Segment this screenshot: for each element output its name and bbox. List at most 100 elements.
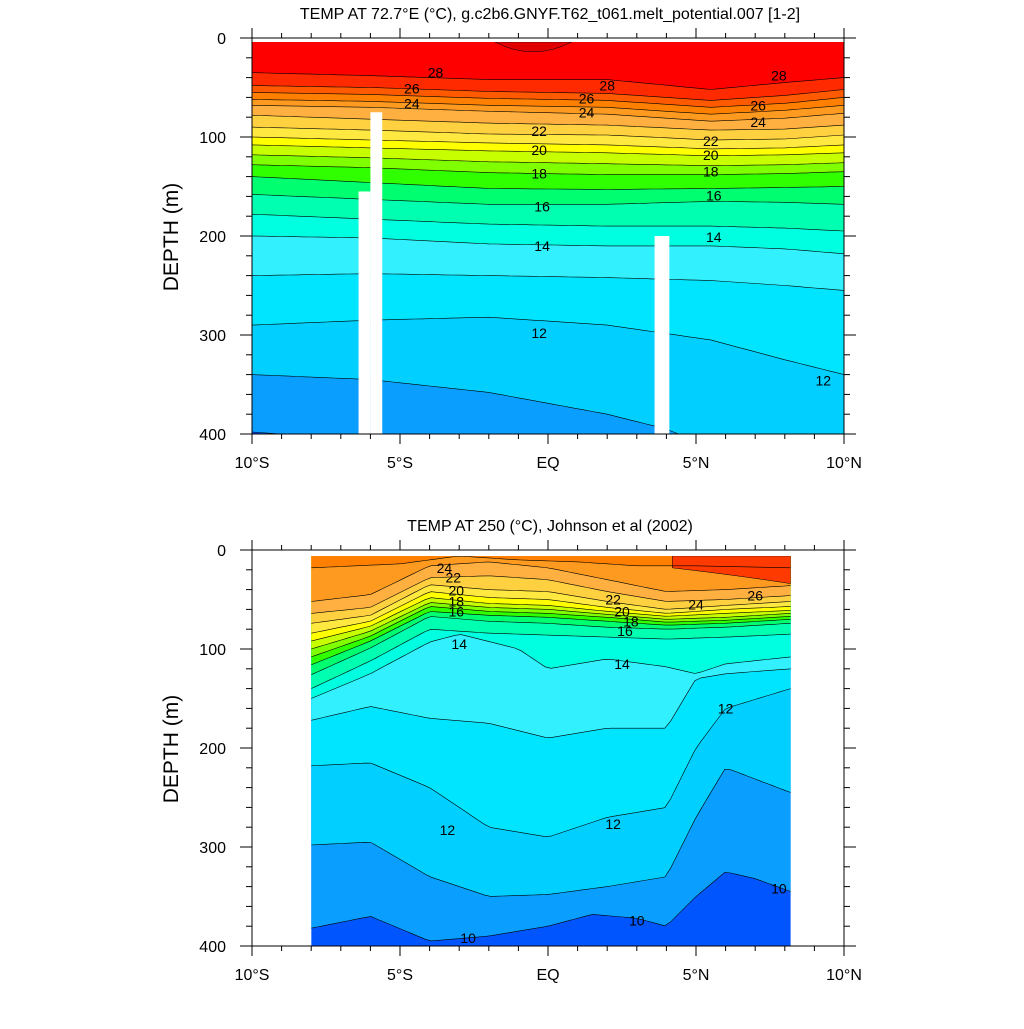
contour-fills <box>311 555 791 946</box>
contour-label: 16 <box>706 187 722 203</box>
y-tick-label: 100 <box>199 642 226 659</box>
contour-label: 26 <box>579 90 595 106</box>
contour-label: 24 <box>437 560 453 576</box>
y-tick-label: 200 <box>199 741 226 758</box>
isotherm-22 <box>311 584 791 624</box>
contour-label: 22 <box>445 570 461 586</box>
x-tick-label: 5°S <box>387 967 413 984</box>
isotherm-18 <box>311 606 791 658</box>
contour-label: 14 <box>451 636 467 652</box>
y-tick-label: 0 <box>217 543 226 560</box>
contour-label: 22 <box>605 592 621 608</box>
x-tick-label: 5°S <box>387 455 413 472</box>
contour-label: 14 <box>706 229 722 245</box>
contour-fills <box>252 41 844 435</box>
missing-data-column <box>654 236 670 434</box>
isotherm-14 <box>252 235 844 255</box>
bottom-panel: TEMP AT 250 (°C), Johnson et al (2002) D… <box>160 518 862 984</box>
isotherm-21 <box>311 591 791 634</box>
x-tick-label: 10°N <box>826 967 862 984</box>
isotherm-19 <box>252 154 844 167</box>
isotherm-20 <box>252 144 844 157</box>
contour-label: 18 <box>531 166 547 182</box>
contour-label: 12 <box>605 816 621 832</box>
y-tick-label: 300 <box>199 328 226 345</box>
top-panel-ylabel: DEPTH (m) <box>160 183 183 292</box>
isotherm-22 <box>252 126 844 141</box>
y-tick-label: 200 <box>199 229 226 246</box>
contour-label: 20 <box>703 147 719 163</box>
contour-label: 16 <box>617 623 633 639</box>
isotherm-24 <box>311 561 791 602</box>
isotherm-10 <box>311 872 791 942</box>
isotherm-21 <box>252 136 844 150</box>
isotherm-20 <box>311 597 791 642</box>
contour-label: 28 <box>428 65 444 81</box>
isotherm-13 <box>252 273 844 291</box>
contour-label: 24 <box>750 114 766 130</box>
warm-patch <box>672 555 791 584</box>
x-tick-label: 5°N <box>683 967 710 984</box>
contour-label: 10 <box>629 912 645 928</box>
contour-label: 12 <box>718 700 734 716</box>
bottom-panel-ylabel: DEPTH (m) <box>160 695 183 804</box>
contour-label: 24 <box>579 104 595 120</box>
x-tick-label: EQ <box>536 455 559 472</box>
contour-label: 28 <box>771 68 787 84</box>
x-tick-label: 10°S <box>235 455 270 472</box>
y-tick-label: 300 <box>199 840 226 857</box>
contour-label: 18 <box>623 613 639 629</box>
contour-label: 26 <box>747 588 763 604</box>
y-tick-label: 0 <box>217 31 226 48</box>
isotherm-11 <box>311 768 791 897</box>
isotherm-23 <box>252 114 844 131</box>
contour-label: 22 <box>531 123 547 139</box>
contour-label: 24 <box>404 95 420 111</box>
contour-label: 12 <box>815 373 831 389</box>
top-panel-title: TEMP AT 72.7°E (°C), g.c2b6.GNYF.T62_t06… <box>300 6 800 23</box>
contour-label: 28 <box>599 78 615 94</box>
contour-label: 20 <box>614 603 630 619</box>
contour-label: 16 <box>534 198 550 214</box>
bottom-panel-title: TEMP AT 250 (°C), Johnson et al (2002) <box>407 518 693 535</box>
warm-patch <box>494 41 572 53</box>
x-tick-label: 10°S <box>235 967 270 984</box>
contour-label: 24 <box>688 596 704 612</box>
top-panel: TEMP AT 72.7°E (°C), g.c2b6.GNYF.T62_t06… <box>160 6 862 472</box>
x-tick-label: EQ <box>536 967 559 984</box>
isotherm-17 <box>252 176 844 190</box>
isotherm-17 <box>311 611 791 666</box>
isotherm-16 <box>311 616 791 675</box>
contour-label: 18 <box>448 593 464 609</box>
isotherm-14 <box>311 634 791 699</box>
contour-label: 14 <box>614 656 630 672</box>
contour-label: 10 <box>460 930 476 946</box>
y-tick-label: 400 <box>199 939 226 956</box>
x-tick-label: 10°N <box>826 455 862 472</box>
contour-label: 26 <box>404 80 420 96</box>
isotherm-19 <box>311 602 791 650</box>
contour-label: 14 <box>534 238 550 254</box>
y-tick-label: 400 <box>199 427 226 444</box>
isotherm-11 <box>252 374 680 435</box>
isotherm-28 <box>252 72 844 90</box>
band-fill-28 <box>252 41 844 90</box>
isotherm-24 <box>252 105 844 122</box>
band-fill-24 <box>311 555 791 602</box>
contour-label: 12 <box>440 822 456 838</box>
contour-label: 18 <box>703 164 719 180</box>
isotherm-25 <box>252 99 844 115</box>
isotherm-13 <box>311 668 791 738</box>
isotherm-12 <box>252 316 844 375</box>
contour-label: 12 <box>531 325 547 341</box>
contour-label: 20 <box>448 583 464 599</box>
missing-data-column <box>370 112 383 434</box>
contour-label: 16 <box>448 603 464 619</box>
isotherm-25 <box>311 555 791 569</box>
missing-data-column <box>358 191 371 434</box>
isotherm-23 <box>311 575 791 614</box>
x-tick-label: 5°N <box>683 455 710 472</box>
isotherm-12 <box>311 688 791 837</box>
